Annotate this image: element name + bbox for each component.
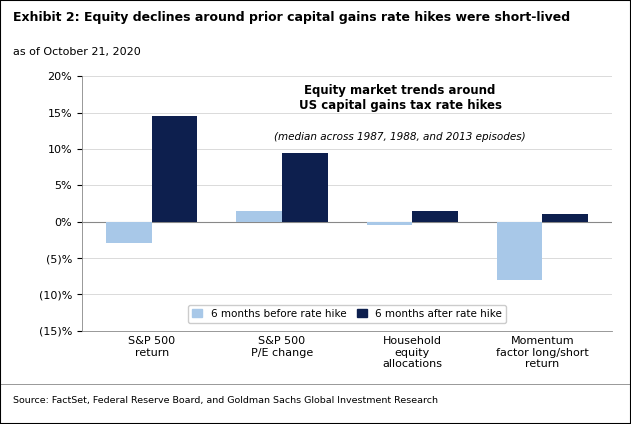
- Bar: [367, 222, 412, 225]
- Text: Equity market trends around
US capital gains tax rate hikes: Equity market trends around US capital g…: [298, 84, 502, 112]
- Bar: [497, 222, 543, 280]
- Bar: [151, 116, 198, 222]
- Legend: 6 months before rate hike, 6 months after rate hike: 6 months before rate hike, 6 months afte…: [187, 304, 507, 323]
- Bar: [412, 211, 457, 222]
- Bar: [106, 222, 151, 243]
- Text: Source: FactSet, Federal Reserve Board, and Goldman Sachs Global Investment Rese: Source: FactSet, Federal Reserve Board, …: [13, 396, 438, 405]
- Text: Exhibit 2: Equity declines around prior capital gains rate hikes were short-live: Exhibit 2: Equity declines around prior …: [13, 11, 570, 25]
- Text: (median across 1987, 1988, and 2013 episodes): (median across 1987, 1988, and 2013 epis…: [274, 132, 526, 142]
- Bar: [237, 211, 282, 222]
- Bar: [543, 215, 588, 222]
- Bar: [282, 153, 327, 222]
- Text: as of October 21, 2020: as of October 21, 2020: [13, 47, 140, 57]
